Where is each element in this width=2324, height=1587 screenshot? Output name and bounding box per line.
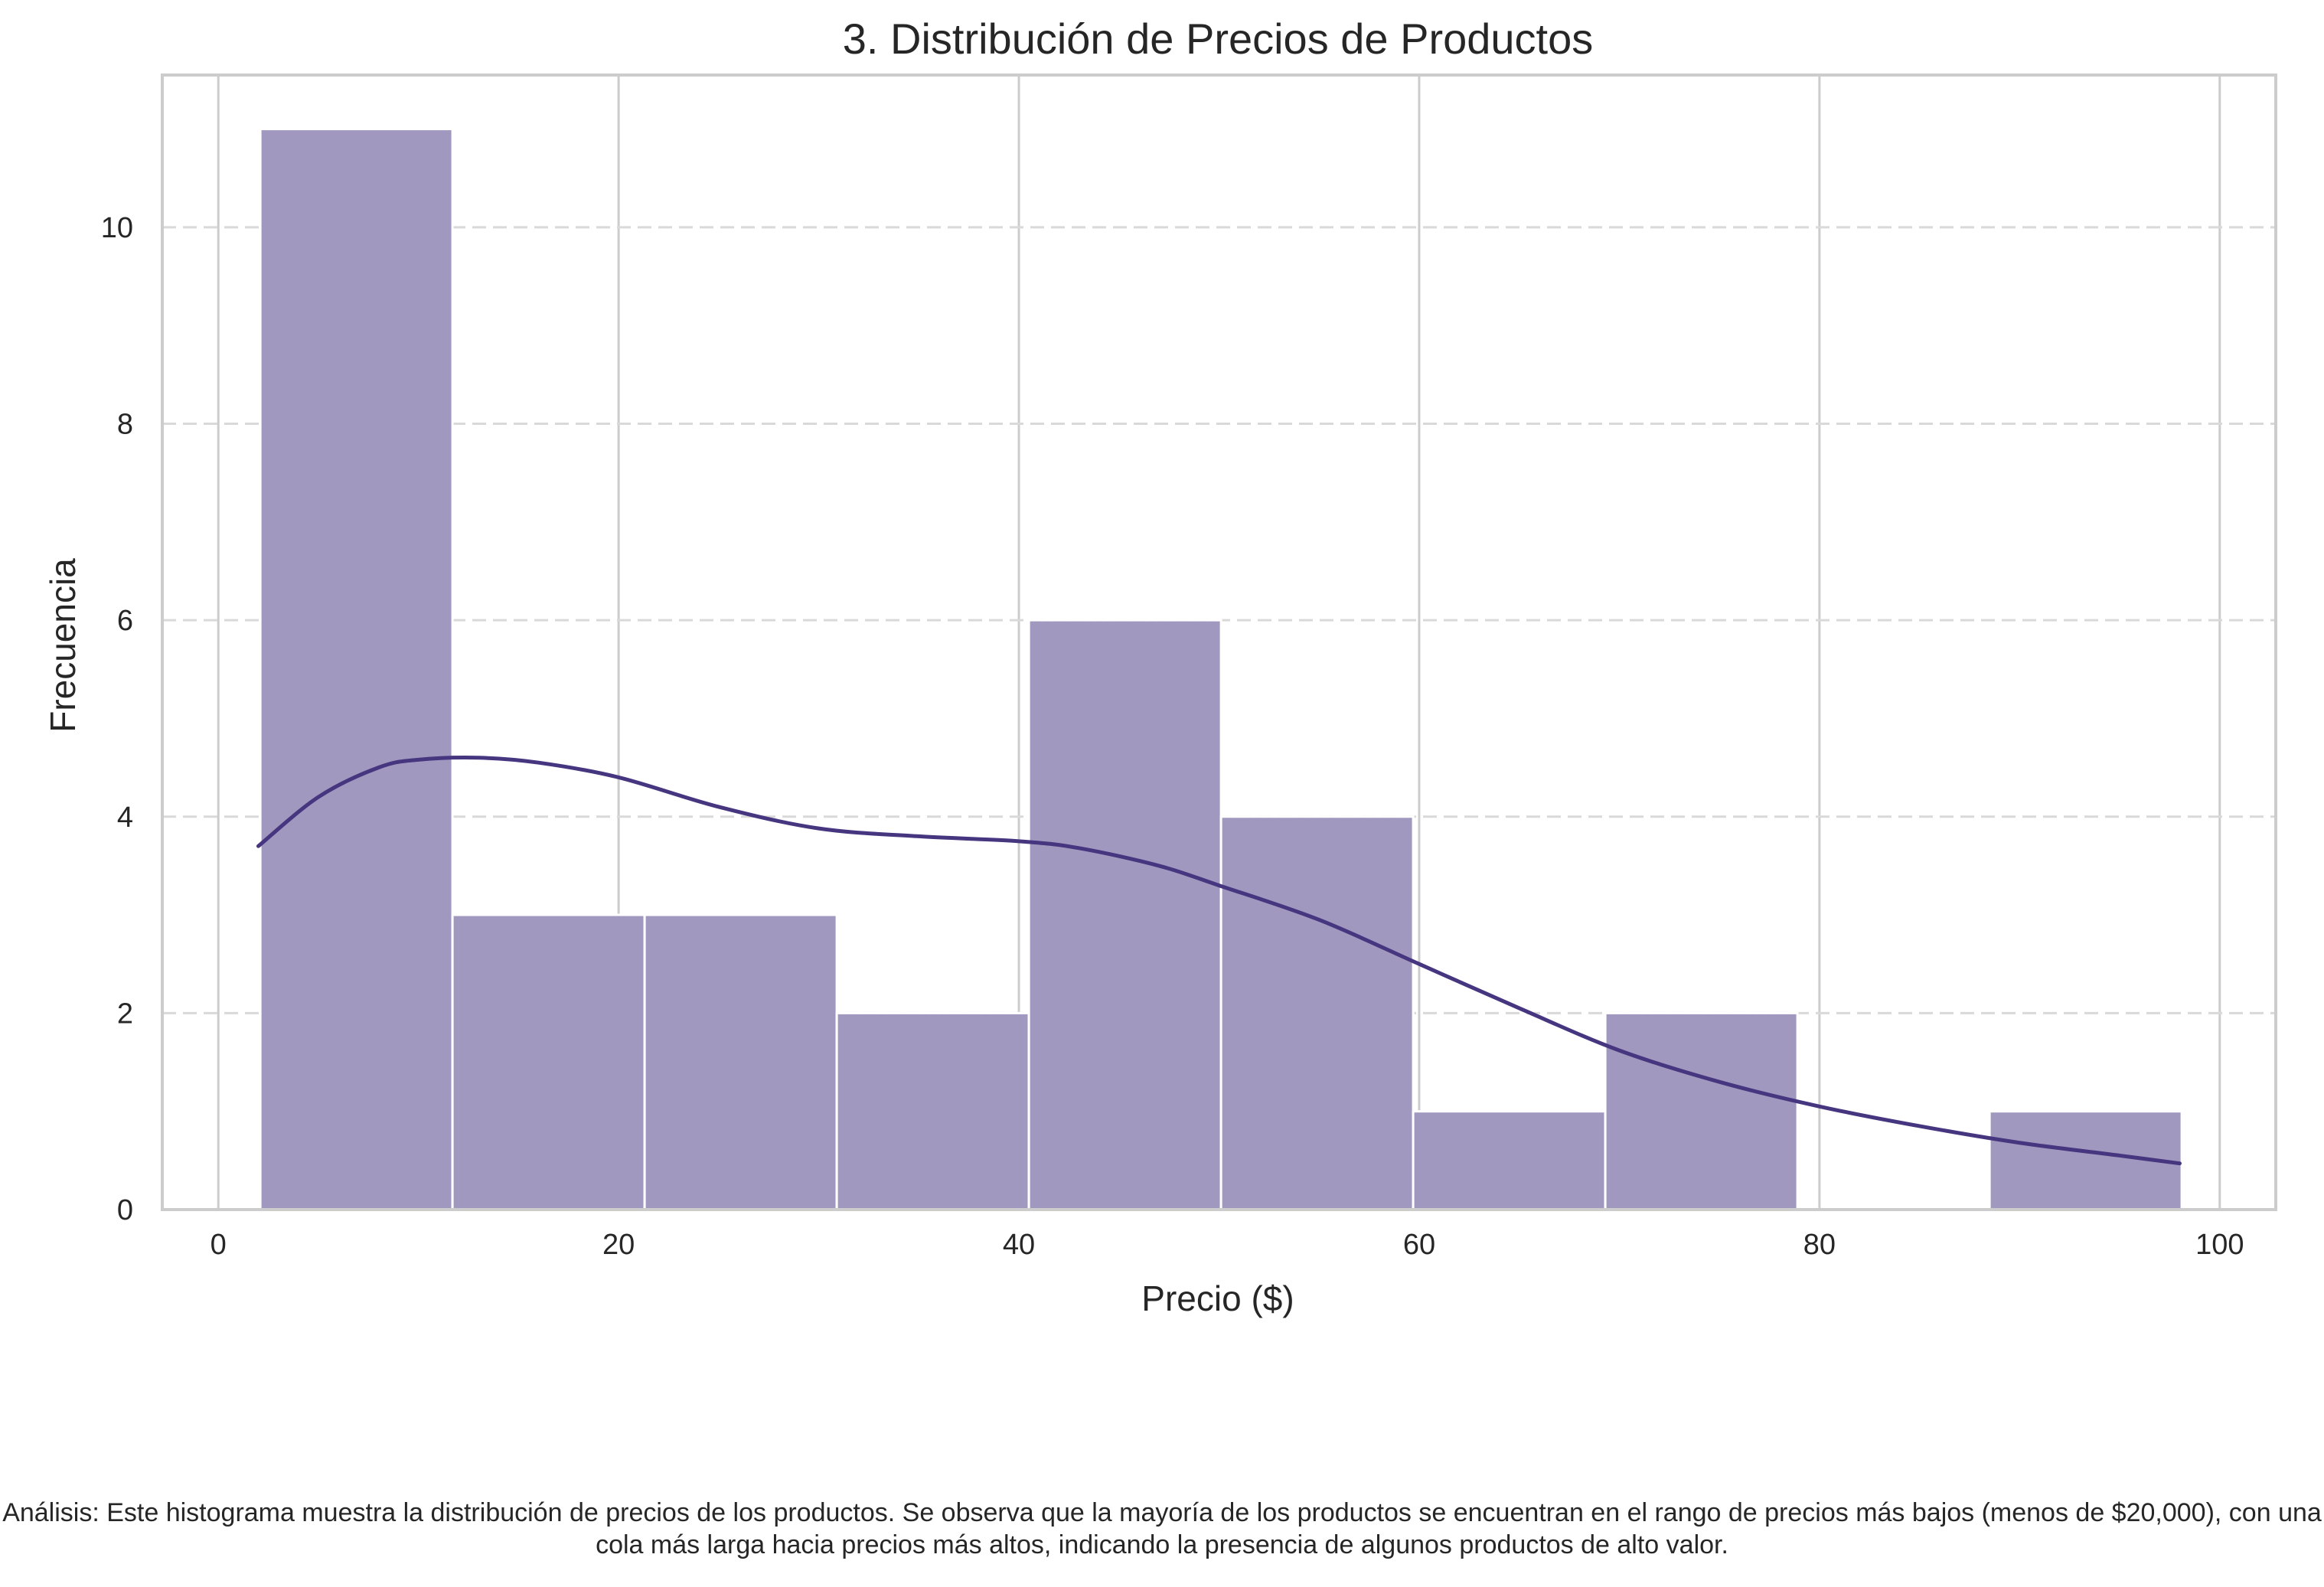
x-tick-label: 40: [1003, 1229, 1035, 1261]
histogram-bars: [259, 128, 2183, 1211]
y-tick-label: 2: [117, 998, 133, 1030]
x-tick-labels: 0 20 40 60 80 100: [211, 1229, 2244, 1261]
x-tick-label: 20: [602, 1229, 635, 1261]
histogram-bar: [835, 1011, 1030, 1211]
histogram-bar: [259, 128, 454, 1211]
y-tick-labels: 0 2 4 6 8 10: [101, 212, 133, 1226]
histogram-bar: [1604, 1011, 1799, 1211]
y-tick-label: 8: [117, 409, 133, 441]
chart-title: 3. Distribución de Precios de Productos: [843, 15, 1594, 63]
kde-curve-group: [256, 756, 2182, 1166]
histogram-bar: [1027, 619, 1222, 1211]
y-tick-label: 10: [101, 212, 133, 244]
analysis-caption: Análisis: Este histograma muestra la dis…: [2, 1498, 2322, 1559]
x-tick-label: 100: [2195, 1229, 2244, 1261]
x-tick-label: 80: [1803, 1229, 1836, 1261]
x-tick-label: 60: [1403, 1229, 1435, 1261]
histogram-bar: [643, 913, 838, 1211]
plot-frame: [161, 73, 2277, 1211]
kde-curve: [256, 756, 2182, 1166]
histogram-bar: [1412, 1110, 1607, 1211]
histogram-bar: [1219, 815, 1415, 1211]
x-axis-label: Precio ($): [1141, 1278, 1294, 1318]
y-tick-label: 6: [117, 605, 133, 637]
x-tick-label: 0: [211, 1229, 227, 1261]
y-axis-label: Frecuencia: [43, 558, 83, 733]
y-tick-label: 0: [117, 1194, 133, 1226]
vertical-gridlines: [217, 75, 2221, 1210]
histogram-chart: 0 20 40 60 80 100 0 2 4 6 8 10 3. Distribución de …: [43, 15, 2277, 1318]
y-tick-label: 4: [117, 802, 133, 834]
histogram-bar: [451, 913, 646, 1211]
